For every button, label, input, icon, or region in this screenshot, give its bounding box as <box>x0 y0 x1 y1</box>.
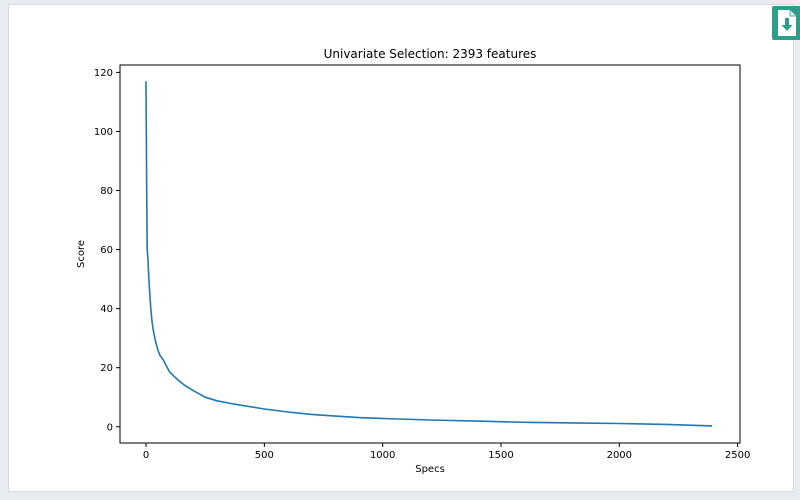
x-tick-label: 2000 <box>607 450 632 461</box>
x-tick-label: 1500 <box>488 450 513 461</box>
y-axis-label: Score <box>76 240 87 268</box>
x-tick-label: 1000 <box>370 450 395 461</box>
y-tick-label: 60 <box>100 245 113 256</box>
series-line-0 <box>145 81 713 427</box>
y-axis-ticks: 0 20 40 60 80 100 120 <box>94 68 120 433</box>
download-file-icon <box>778 10 796 36</box>
chart-title: Univariate Selection: 2393 features <box>324 47 537 61</box>
y-tick-label: 0 <box>107 422 113 433</box>
output-panel: Univariate Selection: 2393 features 0 500… <box>8 4 794 492</box>
y-tick-label: 120 <box>94 68 113 79</box>
axes-frame <box>119 64 741 444</box>
plot-area <box>119 64 741 444</box>
x-axis-ticks: 0 500 1000 1500 2000 2500 <box>143 443 750 461</box>
y-tick-label: 80 <box>100 186 113 197</box>
x-axis-label: Specs <box>415 464 445 475</box>
y-tick-label: 40 <box>100 304 113 315</box>
x-tick-label: 0 <box>143 450 149 461</box>
y-tick-label: 20 <box>100 363 113 374</box>
x-tick-label: 2500 <box>725 450 750 461</box>
download-button[interactable] <box>772 6 800 40</box>
x-tick-label: 500 <box>255 450 274 461</box>
score-line-chart: Univariate Selection: 2393 features 0 500… <box>76 47 750 475</box>
y-tick-label: 100 <box>94 127 113 138</box>
